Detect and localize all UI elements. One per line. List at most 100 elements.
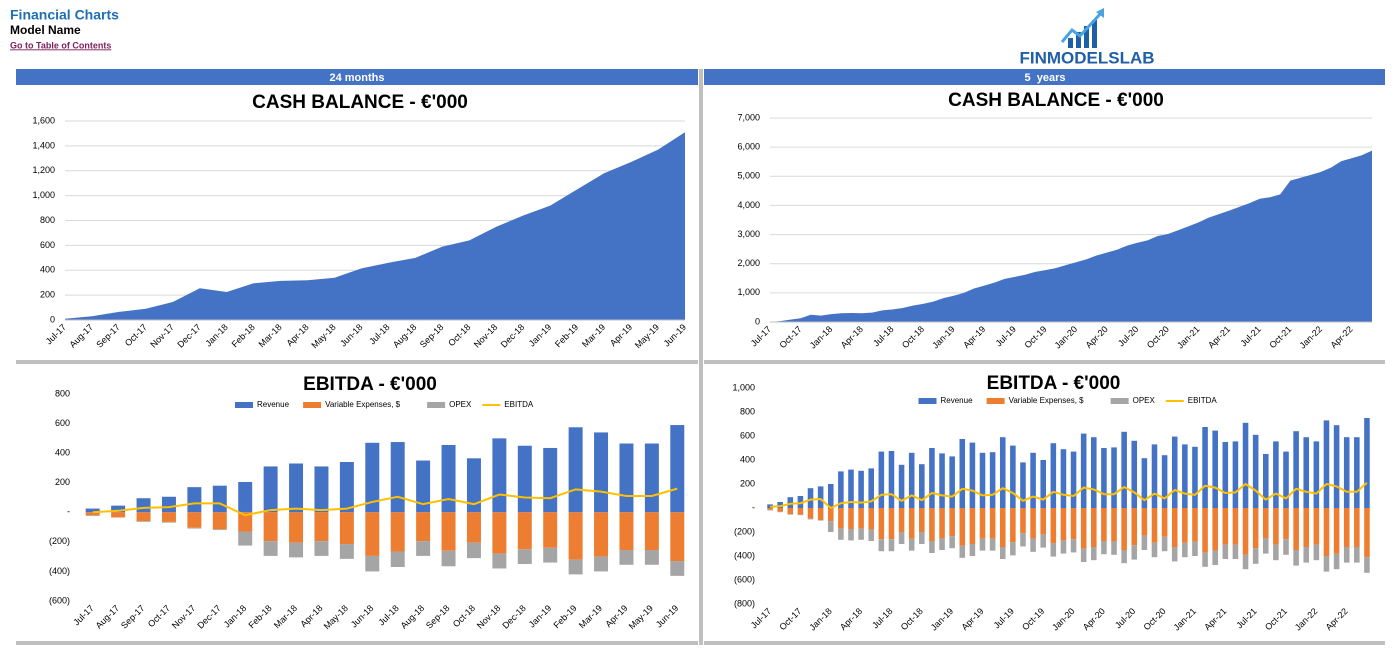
bar [619, 549, 634, 565]
legend-label: Variable Expenses, $ [1009, 396, 1085, 405]
bar [289, 463, 304, 513]
bar [365, 512, 380, 556]
x-tick-label: Jun-18 [338, 322, 365, 349]
bar [1010, 445, 1016, 508]
bar [1222, 508, 1229, 545]
bar [797, 508, 804, 515]
bar [136, 498, 151, 513]
bar [787, 508, 794, 514]
bar [919, 464, 925, 508]
bar [1262, 454, 1269, 508]
x-tick-label: Apr-18 [285, 322, 311, 348]
bar [777, 511, 783, 513]
y-tick-label: (400) [49, 566, 70, 576]
legend-swatch [918, 398, 937, 404]
bar [238, 512, 253, 532]
bar [390, 551, 405, 567]
bar [787, 497, 794, 508]
bar [1313, 441, 1320, 508]
bar [1242, 422, 1249, 508]
bar [1060, 449, 1067, 508]
bar [1232, 508, 1239, 545]
bar [1151, 508, 1158, 543]
bar [898, 464, 905, 508]
bar [1232, 441, 1239, 508]
bar [1273, 544, 1279, 561]
x-tick-label: Oct-18 [451, 603, 477, 629]
legend-label: OPEX [1133, 396, 1156, 405]
bar [1192, 508, 1198, 542]
y-tick-label: 800 [55, 388, 70, 398]
bar [1354, 508, 1360, 547]
bar [1283, 539, 1289, 555]
legend-label: Revenue [257, 400, 290, 409]
bar [1141, 458, 1148, 508]
y-tick-label: 400 [740, 454, 755, 464]
bar [969, 508, 976, 544]
bar [817, 508, 824, 520]
x-tick-label: Feb-19 [553, 322, 580, 349]
bar [670, 512, 685, 562]
x-tick-label: Oct-17 [778, 324, 804, 350]
x-tick-label: Jun-18 [349, 603, 376, 630]
bar [619, 512, 634, 550]
toc-link[interactable]: Go to Table of Contents [10, 40, 111, 50]
bar [1313, 508, 1320, 545]
bar [365, 442, 380, 513]
bar [619, 443, 634, 513]
bar [1151, 444, 1158, 508]
bar [1333, 508, 1340, 554]
bar [466, 458, 481, 513]
legend-swatch [303, 402, 322, 408]
bar [212, 512, 227, 530]
bar [888, 539, 895, 552]
bar [1141, 508, 1148, 536]
x-tick-label: Jul-17 [749, 324, 773, 348]
y-tick-label: - [67, 507, 70, 517]
x-tick-label: Jan-21 [1172, 606, 1199, 633]
x-tick-label: Apr-18 [298, 603, 324, 629]
x-tick-label: Oct-19 [1022, 324, 1048, 350]
bar [1333, 553, 1340, 570]
x-tick-label: Jul-20 [1113, 606, 1137, 630]
bar [1040, 460, 1046, 508]
bar [858, 470, 864, 508]
x-tick-label: Dec-18 [500, 603, 528, 631]
bar [939, 453, 945, 508]
legend-label: EBITDA [1188, 396, 1218, 405]
y-tick-label: 800 [40, 215, 55, 225]
legend-swatch [427, 402, 446, 408]
bar [517, 549, 532, 565]
x-tick-label: Jan-20 [1050, 606, 1077, 633]
bar [416, 460, 431, 513]
bar [111, 512, 126, 518]
x-tick-label: Jul-18 [376, 603, 400, 627]
bar [1020, 508, 1026, 534]
bar [161, 512, 176, 522]
bar [1242, 554, 1249, 570]
bar [807, 508, 814, 519]
bar [1121, 508, 1127, 550]
y-tick-label: (400) [734, 550, 755, 560]
bar [1323, 420, 1330, 508]
bar [85, 512, 100, 516]
bar [969, 544, 976, 556]
y-tick-label: 1,400 [32, 140, 55, 150]
bar [517, 445, 532, 513]
x-tick-label: May-18 [309, 322, 337, 350]
legend-label: Revenue [941, 396, 974, 405]
x-tick-label: May-19 [627, 603, 655, 631]
bar [644, 443, 659, 513]
line [769, 482, 1368, 510]
x-tick-label: Feb-19 [551, 603, 578, 630]
bar [1182, 508, 1188, 543]
x-tick-label: Oct-17 [777, 606, 803, 632]
y-tick-label: 400 [40, 265, 55, 275]
chart-title: CASH BALANCE - €'000 [252, 92, 468, 113]
bar [1080, 548, 1087, 562]
bar [339, 512, 354, 545]
bar [314, 541, 329, 556]
x-tick-label: Jan-18 [222, 603, 249, 630]
bar [441, 512, 456, 551]
bar [1364, 418, 1370, 508]
